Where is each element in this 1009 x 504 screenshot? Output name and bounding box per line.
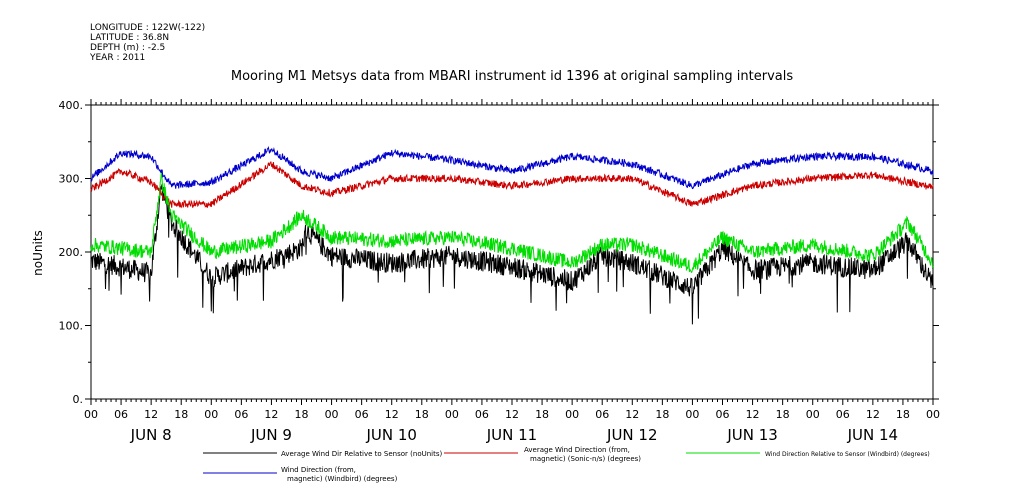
x-tick-label: 12: [385, 408, 399, 421]
x-tick-label: 06: [234, 408, 248, 421]
x-tick-label: 18: [174, 408, 188, 421]
longitude-label: LONGITUDE : 122W(-122): [90, 23, 205, 33]
day-label: JUN 8: [130, 426, 172, 444]
y-axis-label: noUnits: [31, 230, 45, 276]
day-label: JUN 10: [365, 426, 416, 444]
x-tick-label: 12: [746, 408, 760, 421]
y-tick-label: 400.: [59, 99, 84, 112]
metadata-block: LONGITUDE : 122W(-122) LATITUDE : 36.8N …: [89, 23, 205, 63]
x-tick-label: 00: [445, 408, 459, 421]
x-tick-label: 12: [505, 408, 519, 421]
x-tick-label: 12: [264, 408, 278, 421]
x-tick-label: 00: [806, 408, 820, 421]
x-tick-label: 18: [655, 408, 669, 421]
series-layer: [90, 145, 934, 325]
x-tick-label: 18: [776, 408, 790, 421]
latitude-label: LATITUDE : 36.8N: [90, 33, 169, 43]
legend-label-red-line2: magnetic) (Sonic-n/s) (degrees): [530, 455, 641, 463]
x-tick-label: 00: [84, 408, 98, 421]
x-tick-label: 06: [595, 408, 609, 421]
day-label: JUN 14: [847, 426, 898, 444]
series-line-1: [90, 183, 934, 325]
x-tick-label: 18: [295, 408, 309, 421]
x-tick-label: 06: [475, 408, 489, 421]
x-tick-label: 18: [535, 408, 549, 421]
x-tick-label: 06: [114, 408, 128, 421]
series-line-4: [90, 145, 934, 190]
x-tick-label: 06: [836, 408, 850, 421]
day-label: JUN 11: [486, 426, 537, 444]
x-tick-label: 12: [625, 408, 639, 421]
x-tick-label: 00: [204, 408, 218, 421]
legend-label-red-line1: Average Wind Direction (from,: [524, 446, 630, 454]
year-label: YEAR : 2011: [89, 53, 145, 63]
legend: Average Wind Dir Relative to Sensor (noU…: [203, 446, 930, 483]
legend-label-blue-line2: magnetic) (Windbird) (degrees): [287, 475, 398, 483]
x-tick-label: 00: [926, 408, 940, 421]
series-line-2: [90, 161, 934, 209]
y-tick-label: 100.: [59, 320, 84, 333]
x-tick-label: 18: [415, 408, 429, 421]
y-tick-label: 300.: [59, 173, 84, 186]
y-tick-label: 200.: [59, 246, 84, 259]
legend-label-blue-line1: Wind Direction (from,: [281, 466, 356, 474]
x-tick-label: 00: [325, 408, 339, 421]
x-axis: 00 06 12 18 00 06 12 18 00 06 12 18 00 06 12 18 00 06 12 18…: [84, 99, 940, 444]
depth-label: DEPTH (m) : -2.5: [90, 43, 165, 53]
y-axis: 0. 100. 200. 300. 400.: [59, 99, 939, 406]
day-label: JUN 13: [726, 426, 777, 444]
chart-title: Mooring M1 Metsys data from MBARI instru…: [231, 69, 793, 84]
series-line-3: [90, 171, 934, 274]
x-tick-label: 18: [896, 408, 910, 421]
x-tick-label: 00: [565, 408, 579, 421]
day-label: JUN 12: [606, 426, 657, 444]
x-tick-label: 00: [685, 408, 699, 421]
x-tick-label: 12: [866, 408, 880, 421]
x-tick-label: 06: [716, 408, 730, 421]
y-tick-label: 0.: [73, 393, 84, 406]
legend-label-green: Wind Direction Relative to Sensor (Windb…: [765, 451, 930, 458]
x-tick-label: 06: [355, 408, 369, 421]
day-label: JUN 9: [250, 426, 292, 444]
legend-label-black: Average Wind Dir Relative to Sensor (noU…: [281, 450, 442, 458]
x-tick-label: 12: [144, 408, 158, 421]
